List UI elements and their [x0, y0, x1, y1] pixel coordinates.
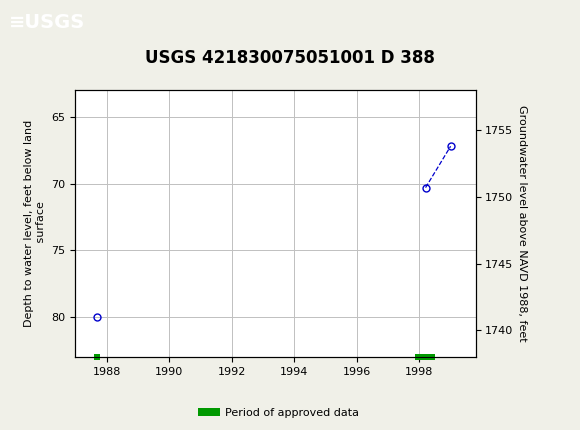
Y-axis label: Depth to water level, feet below land
 surface: Depth to water level, feet below land su…: [24, 120, 46, 327]
Text: USGS 421830075051001 D 388: USGS 421830075051001 D 388: [145, 49, 435, 68]
Y-axis label: Groundwater level above NAVD 1988, feet: Groundwater level above NAVD 1988, feet: [517, 105, 527, 342]
Bar: [94, 354, 100, 360]
Legend: Period of approved data: Period of approved data: [193, 403, 364, 422]
Text: ≡USGS: ≡USGS: [9, 13, 85, 32]
Bar: [415, 354, 435, 360]
